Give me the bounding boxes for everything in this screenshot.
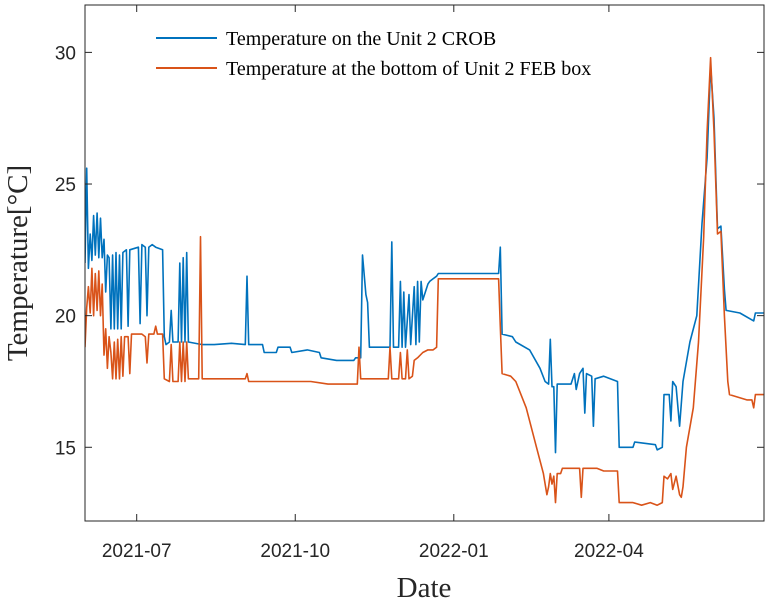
y-tick-label: 15: [55, 438, 76, 459]
y-tick-label: 20: [55, 307, 76, 328]
x-axis-title: Date: [397, 572, 452, 602]
legend-label-feb-box: Temperature at the bottom of Unit 2 FEB …: [226, 58, 591, 80]
x-tick-label: 2021-07: [102, 541, 172, 562]
y-tick-label: 30: [55, 43, 76, 64]
series-line-feb-box: [85, 56, 764, 507]
series-line-crob: [85, 64, 764, 454]
x-tick-label: 2021-10: [260, 541, 330, 562]
y-axis: 15 20 25 30: [55, 43, 764, 459]
legend-label-crob: Temperature on the Unit 2 CROB: [226, 28, 496, 50]
x-tick-label: 2022-04: [574, 541, 644, 562]
y-tick-label: 25: [55, 175, 76, 196]
plot-area: [85, 56, 764, 507]
legend: Temperature on the Unit 2 CROB Temperatu…: [156, 28, 591, 80]
axes-box: [84, 4, 765, 522]
x-axis: 2021-07 2021-10 2022-01 2022-04: [102, 5, 644, 562]
y-axis-title: Temperature[°C]: [2, 165, 34, 361]
x-tick-label: 2022-01: [419, 541, 489, 562]
series-layer: [85, 56, 764, 507]
